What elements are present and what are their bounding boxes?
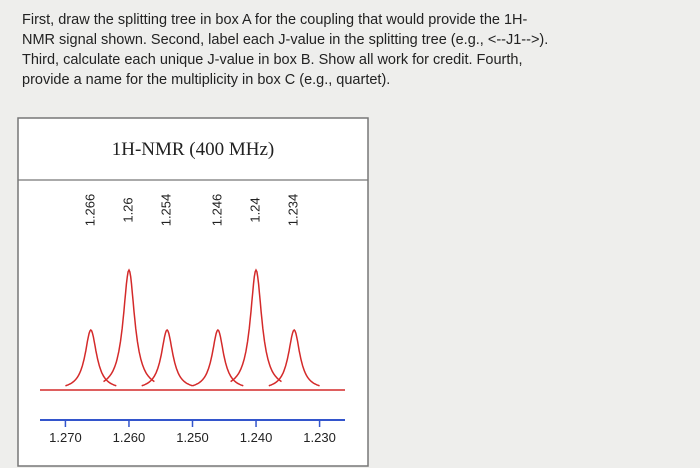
question-line: NMR signal shown. Second, label each J-v…: [22, 32, 549, 48]
x-tick-label: 1.230: [303, 430, 336, 445]
question-line: First, draw the splitting tree in box A …: [22, 12, 528, 28]
question-line: Third, calculate each unique J-value in …: [22, 52, 523, 68]
x-tick-label: 1.270: [49, 430, 82, 445]
peak: [103, 268, 155, 383]
peak: [268, 328, 320, 387]
peak: [65, 328, 117, 387]
chart-title: 1H-NMR (400 MHz): [112, 139, 275, 160]
chart-box: [17, 117, 369, 467]
peak-label: 1.246: [209, 194, 224, 227]
peak-label: 1.234: [286, 194, 301, 227]
peak: [230, 268, 282, 383]
question: First, draw the splitting tree in box A …: [22, 10, 548, 90]
peak-label: 1.24: [247, 197, 262, 222]
peak-label: 1.254: [159, 194, 174, 227]
peak-label: 1.266: [82, 194, 97, 227]
question-line: provide a name for the multiplicity in b…: [22, 72, 391, 88]
x-tick-label: 1.250: [176, 430, 209, 445]
x-tick-label: 1.260: [113, 430, 146, 445]
peak: [141, 328, 193, 387]
x-tick-label: 1.240: [240, 430, 273, 445]
peak-label: 1.26: [120, 197, 135, 222]
peak: [192, 328, 244, 387]
